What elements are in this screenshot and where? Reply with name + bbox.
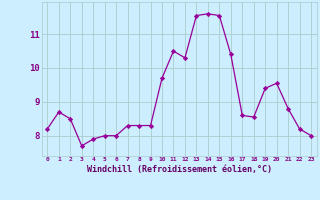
X-axis label: Windchill (Refroidissement éolien,°C): Windchill (Refroidissement éolien,°C) [87, 165, 272, 174]
